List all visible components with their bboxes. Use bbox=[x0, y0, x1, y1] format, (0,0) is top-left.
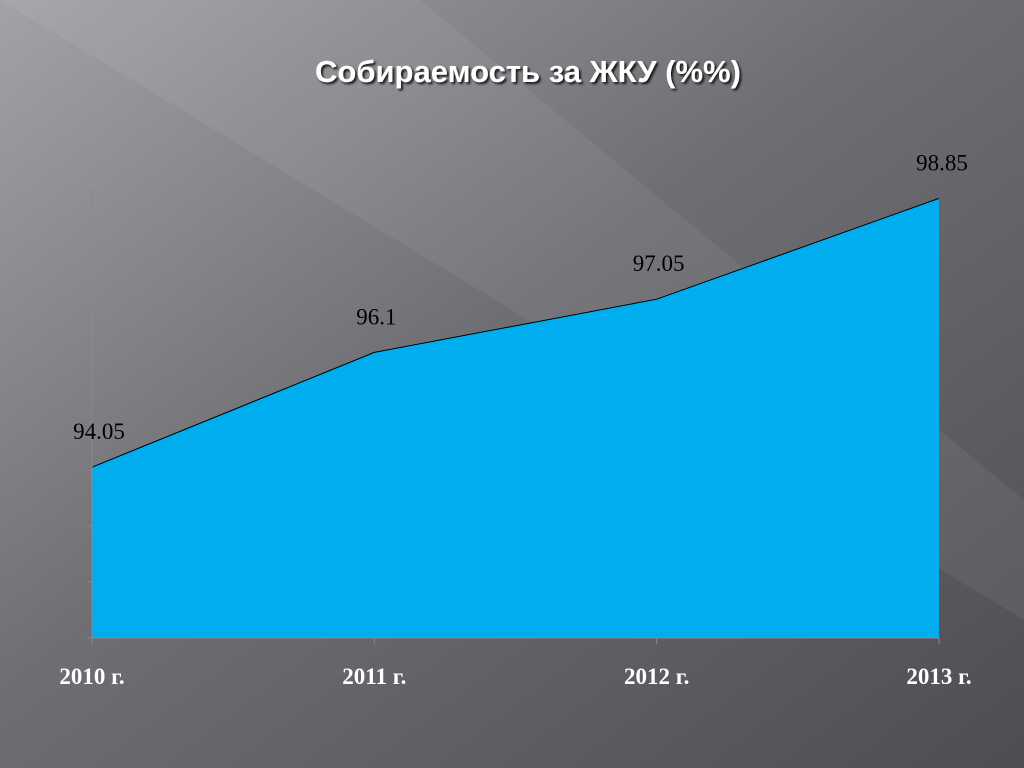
chart-title: Собираемость за ЖКУ (%%) bbox=[315, 54, 741, 89]
x-tick-label: 2012 г. bbox=[624, 664, 689, 689]
area bbox=[92, 198, 939, 638]
x-tick-label: 2013 г. bbox=[906, 664, 971, 689]
x-tick-label: 2010 г. bbox=[59, 664, 124, 689]
area-outline bbox=[91, 197, 940, 468]
x-tick-label: 2011 г. bbox=[342, 664, 406, 689]
value-label: 98.85 bbox=[916, 150, 968, 175]
value-label: 94.05 bbox=[73, 419, 125, 444]
value-label: 96.1 bbox=[356, 304, 396, 329]
value-label: 97.05 bbox=[633, 251, 685, 276]
